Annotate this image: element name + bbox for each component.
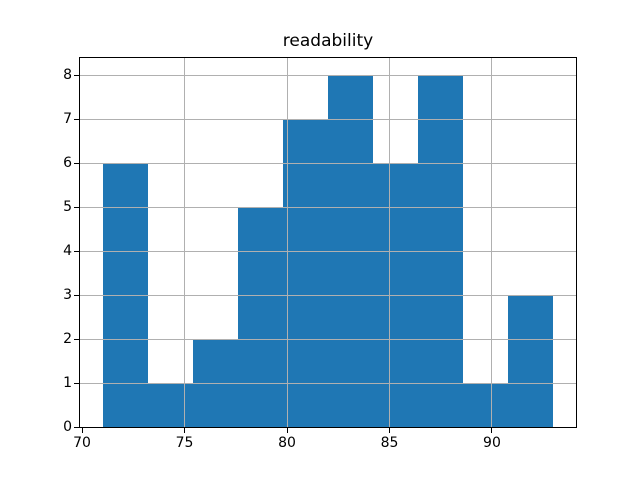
y-tick-label: 1 — [63, 375, 72, 392]
y-tick-mark — [74, 382, 79, 384]
grid-line-x — [286, 57, 288, 428]
y-tick-mark — [74, 426, 79, 428]
y-tick-label: 8 — [63, 67, 72, 84]
chart-title: readability — [282, 31, 374, 51]
y-tick-mark — [74, 74, 79, 76]
grid-line-y — [80, 206, 576, 208]
x-tick-label: 85 — [380, 435, 399, 452]
y-tick-mark — [74, 206, 79, 208]
y-tick-label: 7 — [63, 111, 72, 128]
y-tick-mark — [74, 338, 79, 340]
y-tick-mark — [74, 294, 79, 296]
grid-line-x — [491, 57, 493, 428]
x-tick-label: 80 — [278, 435, 296, 452]
grid-line-x — [184, 57, 186, 428]
x-tick-mark — [184, 428, 186, 434]
y-tick-label: 3 — [63, 287, 72, 304]
grid-line-y — [80, 338, 576, 340]
y-tick-label: 0 — [63, 419, 72, 436]
grid-line-y — [80, 162, 576, 164]
x-tick-label: 90 — [483, 435, 501, 452]
histogram-bar — [147, 383, 193, 428]
y-tick-label: 4 — [63, 243, 72, 260]
grid-line-y — [80, 74, 576, 76]
y-tick-label: 6 — [63, 155, 72, 172]
x-tick-label: 70 — [73, 435, 91, 452]
histogram-bar — [508, 295, 554, 428]
histogram-bar — [282, 119, 328, 428]
x-tick-label: 75 — [175, 435, 194, 452]
grid-line-y — [80, 250, 576, 252]
y-tick-mark — [74, 118, 79, 120]
x-tick-mark — [491, 428, 493, 434]
y-tick-mark — [74, 162, 79, 164]
y-tick-mark — [74, 250, 79, 252]
y-tick-label: 5 — [63, 199, 72, 216]
x-tick-mark — [388, 428, 390, 434]
grid-line-y — [80, 294, 576, 296]
grid-line-y — [80, 382, 576, 384]
histogram-bar — [463, 383, 509, 428]
x-tick-mark — [286, 428, 288, 434]
grid-line-x — [388, 57, 390, 428]
grid-line-y — [80, 118, 576, 120]
histogram-bar — [237, 207, 283, 428]
y-tick-label: 2 — [63, 331, 72, 348]
x-tick-mark — [81, 428, 83, 434]
